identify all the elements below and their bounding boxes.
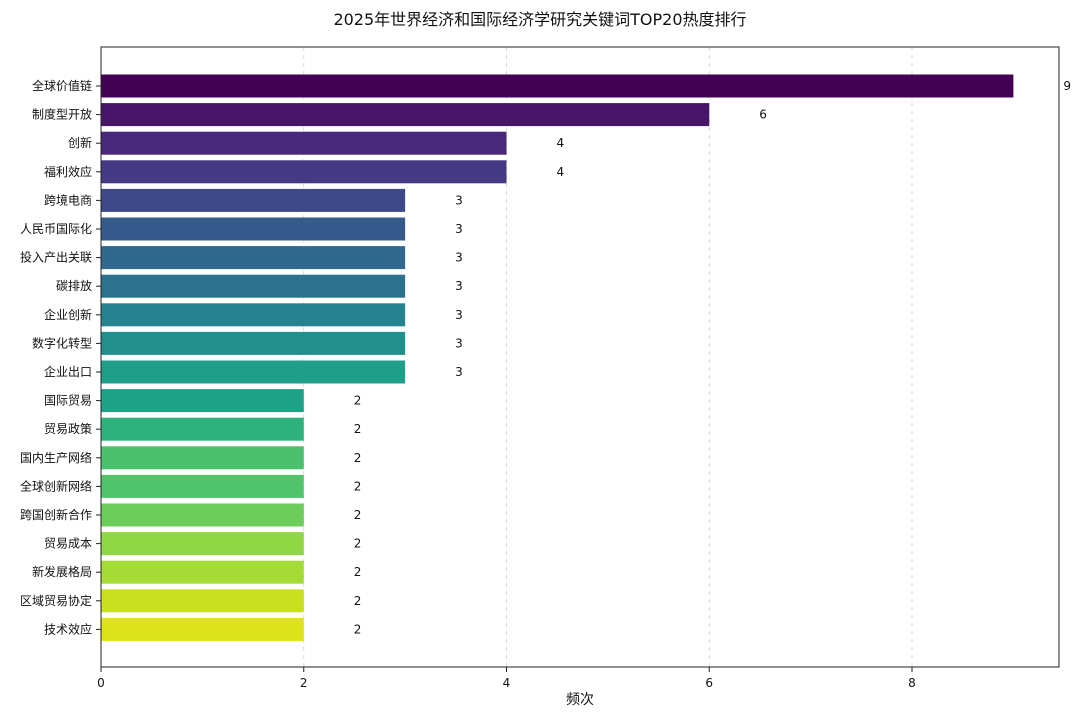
bar-value-label: 2 (354, 622, 362, 636)
y-tick-label: 全球价值链 (32, 78, 92, 93)
y-tick-label: 福利效应 (44, 164, 92, 179)
y-tick-label: 企业创新 (44, 307, 92, 322)
bar-value-label: 6 (759, 108, 767, 122)
x-axis-label: 频次 (566, 692, 594, 708)
bar (101, 446, 304, 470)
y-tick-label: 数字化转型 (32, 335, 92, 350)
y-tick-label: 跨国创新合作 (20, 507, 92, 522)
bar-value-label: 3 (455, 365, 463, 379)
bar (101, 303, 406, 327)
y-tick-label: 全球创新网络 (20, 478, 92, 493)
bar-value-label: 2 (354, 537, 362, 551)
y-tick-label: 制度型开放 (32, 107, 92, 122)
bar-value-label: 2 (354, 508, 362, 522)
y-tick-label: 国际贸易 (44, 394, 92, 408)
y-tick-label: 企业出口 (44, 364, 92, 379)
bar-value-label: 2 (354, 451, 362, 465)
bar-value-label: 2 (354, 565, 362, 579)
bar-value-label: 4 (557, 165, 565, 179)
bar-value-label: 2 (354, 479, 362, 493)
y-tick-label: 区域贸易协定 (20, 593, 92, 608)
bar (101, 360, 406, 384)
bar (101, 474, 304, 498)
bar (101, 131, 507, 155)
y-tick-label: 国内生产网络 (20, 450, 92, 465)
bar-value-label: 2 (354, 594, 362, 608)
bar-value-label: 2 (354, 422, 362, 436)
bar-value-label: 9 (1063, 79, 1071, 93)
y-tick-label: 跨境电商 (44, 192, 92, 207)
plot-frame (100, 46, 1060, 668)
bar (101, 503, 304, 527)
bar (101, 560, 304, 584)
y-tick-label: 碳排放 (56, 278, 92, 293)
y-tick-label: 贸易政策 (44, 422, 92, 436)
bar (101, 417, 304, 441)
bar (101, 532, 304, 556)
bar-value-label: 4 (557, 136, 565, 150)
bar-value-label: 3 (455, 308, 463, 322)
bar (101, 589, 304, 613)
x-tick-label: 0 (97, 676, 105, 690)
bar (101, 274, 406, 298)
y-tick-labels-group: 全球价值链制度型开放创新福利效应跨境电商人民币国际化投入产出关联碳排放企业创新数… (20, 78, 101, 636)
bar-value-label: 3 (455, 193, 463, 207)
bar (101, 617, 304, 641)
bar (101, 389, 304, 413)
bar (101, 103, 710, 127)
bar-value-label: 3 (455, 251, 463, 265)
y-tick-label: 投入产出关联 (20, 250, 92, 265)
value-labels-group: 9 6 4 4 3 3 3 3 3 3 3 2 2 2 2 2 2 2 2 2 (354, 79, 1071, 636)
y-tick-label: 人民币国际化 (20, 222, 92, 236)
chart-title: 2025年世界经济和国际经济学研究关键词TOP20热度排行 (333, 10, 747, 29)
bar (101, 246, 406, 270)
bar (101, 188, 406, 212)
bar (101, 74, 1014, 98)
x-ticks-group: 0 2 4 6 8 (97, 667, 916, 690)
y-tick-label: 贸易成本 (44, 537, 92, 551)
bar-value-label: 3 (455, 279, 463, 293)
y-tick-label: 技术效应 (44, 621, 92, 636)
bar-value-label: 2 (354, 394, 362, 408)
bar-value-label: 3 (455, 336, 463, 350)
bars-group (101, 74, 1014, 641)
y-tick-label: 新发展格局 (32, 564, 92, 579)
x-tick-label: 2 (300, 676, 308, 690)
x-tick-label: 8 (908, 676, 916, 690)
bar-value-label: 3 (455, 222, 463, 236)
bar (101, 217, 406, 241)
y-tick-label: 创新 (68, 135, 92, 150)
x-tick-label: 6 (705, 676, 713, 690)
bar (101, 331, 406, 355)
bar (101, 160, 507, 184)
x-tick-label: 4 (503, 676, 511, 690)
